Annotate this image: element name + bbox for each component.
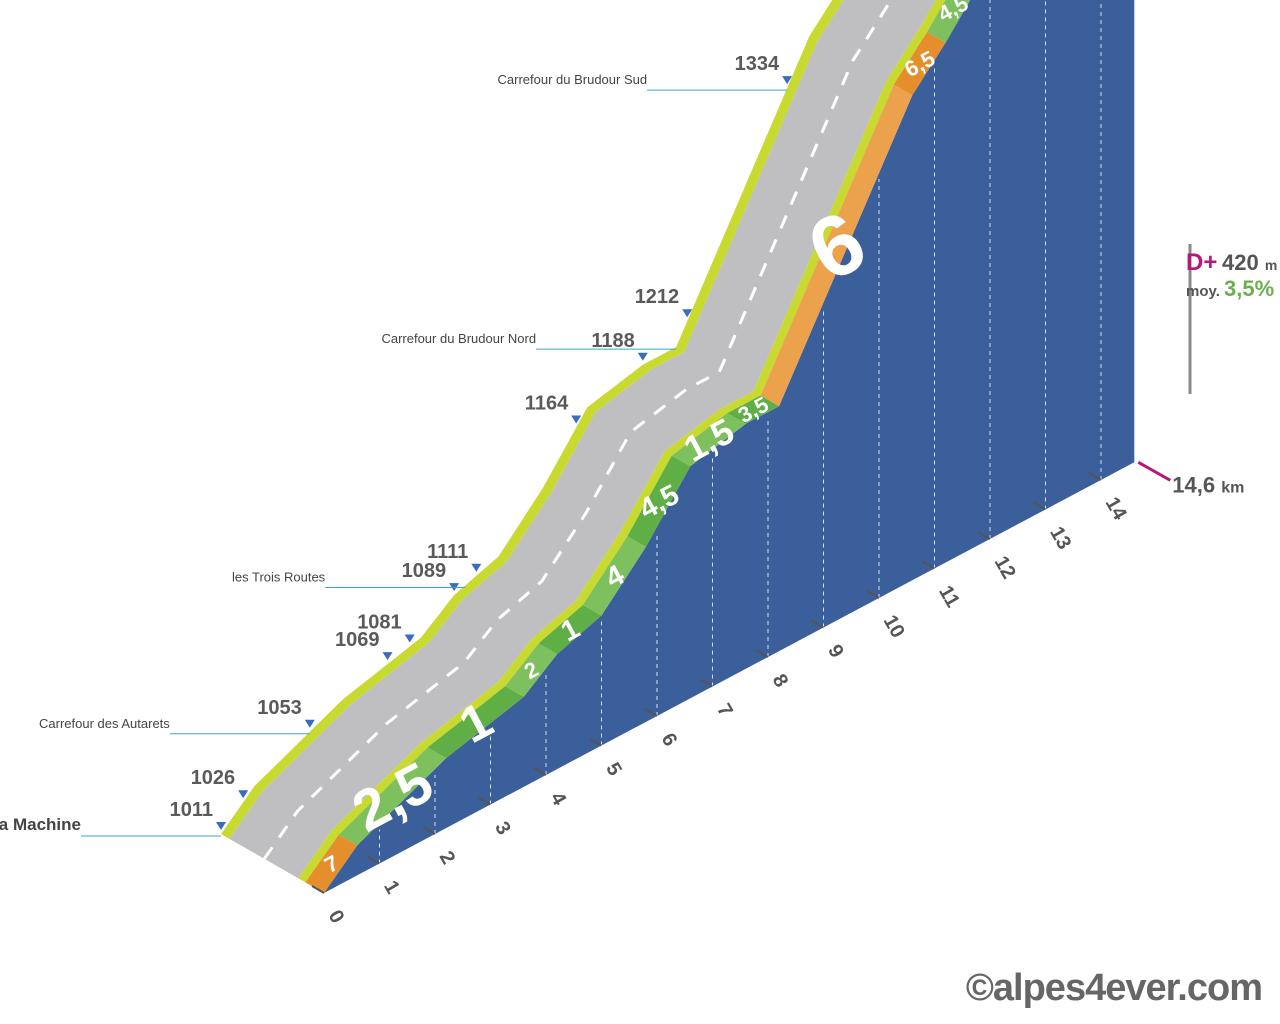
end-distance-line	[1137, 460, 1172, 482]
km-tick	[422, 826, 436, 835]
gradient-band	[505, 643, 558, 697]
km-tick	[533, 767, 547, 776]
km-tick-label: 3	[490, 818, 515, 839]
km-tick	[477, 796, 492, 806]
total-distance-label: 14,6 km	[1172, 472, 1244, 497]
km-tick-label: 14	[1101, 494, 1132, 525]
gradient-band	[338, 747, 447, 846]
distance-unit: km	[1221, 479, 1244, 496]
km-tick-label: 2	[435, 848, 460, 869]
km-tick	[1032, 501, 1047, 511]
profile-side-face	[324, 0, 1135, 893]
road-surface	[221, 0, 946, 883]
altitude-label: 1188	[591, 330, 634, 352]
altitude-label: 1164	[525, 392, 569, 414]
gradient-band	[538, 604, 602, 655]
road-asphalt	[229, 0, 936, 879]
km-tick	[588, 737, 603, 747]
altitude-marker-icon	[216, 822, 226, 830]
km-tick	[644, 708, 658, 717]
place-label: Carrefour du Brudour Sud	[498, 72, 648, 87]
altitude-label: 1081	[357, 612, 402, 634]
altitude-marker-icon	[637, 352, 648, 361]
altitude-marker-icon	[471, 563, 482, 572]
km-tick-label: 11	[934, 582, 964, 611]
km-tick	[755, 649, 769, 658]
km-tick	[977, 531, 991, 540]
gradient-band	[427, 686, 524, 759]
d-plus-value: 420 m	[1222, 250, 1277, 275]
km-tick-label: 13	[1045, 523, 1075, 553]
altitude-marker-icon	[682, 309, 693, 318]
km-tick	[311, 885, 325, 894]
gradient-band	[927, 0, 971, 43]
altitude-label: 1089	[402, 560, 447, 582]
copyright: ©alpes4ever.com	[965, 967, 1263, 1009]
gradient-band	[582, 536, 646, 616]
climb-stats: D+ 420 m moy. 3,5%	[1186, 244, 1278, 399]
km-tick-label: 5	[601, 759, 626, 780]
km-tick-label: 1	[379, 877, 404, 898]
d-plus-label: D+	[1186, 249, 1217, 276]
km-tick	[1088, 472, 1102, 481]
place-label: les Trois Routes	[232, 569, 326, 584]
altitude-marker-icon	[382, 652, 393, 661]
altitude-marker-icon	[238, 790, 249, 799]
gradient-band	[893, 31, 946, 96]
km-tick-label: 4	[546, 789, 571, 810]
altitude-marker-icon	[404, 634, 415, 643]
gradient-band	[627, 455, 691, 547]
km-tick-label: 12	[990, 553, 1020, 583]
average-label: moy.	[1186, 283, 1220, 300]
km-tick	[866, 590, 880, 599]
km-tick	[810, 619, 825, 629]
km-tick-label: 9	[823, 641, 848, 662]
gradient-band	[671, 413, 746, 467]
km-tick-label: 6	[657, 730, 682, 751]
km-tick-label: 10	[879, 612, 909, 642]
altitude-marker-icon	[782, 76, 793, 85]
km-tick	[366, 855, 381, 865]
altitude-label: 1212	[635, 286, 680, 308]
place-label: Carrefour des Autarets	[39, 716, 170, 731]
km-tick-label: 7	[712, 700, 737, 721]
gradient-band	[760, 84, 913, 407]
place-label: Carrefour du Brudour Nord	[381, 331, 536, 346]
altitude-label: 1026	[191, 767, 236, 789]
gradient-band	[305, 834, 358, 893]
gradient-band	[727, 395, 780, 424]
place-labels: Col de la Machine Carrefour des Autarets l…	[0, 72, 788, 837]
profile-side	[324, 0, 1135, 893]
altitude-marker-icon	[571, 415, 582, 424]
km-tick-label: 8	[768, 671, 793, 692]
d-plus-unit: m	[1265, 257, 1277, 273]
km-tick	[921, 560, 936, 570]
km-tick	[699, 678, 714, 688]
altitude-label: 1111	[427, 541, 468, 563]
altitude-label: 1069	[335, 629, 380, 651]
place-label: Col de la Machine	[0, 815, 81, 834]
altitude-label: 1011	[170, 799, 213, 821]
average-value: 3,5%	[1224, 276, 1274, 301]
altitude-label: 1053	[257, 697, 302, 719]
km-tick-label: 0	[324, 907, 349, 928]
altitude-marker-icon	[304, 719, 315, 728]
altitude-label: 1334	[735, 53, 780, 75]
